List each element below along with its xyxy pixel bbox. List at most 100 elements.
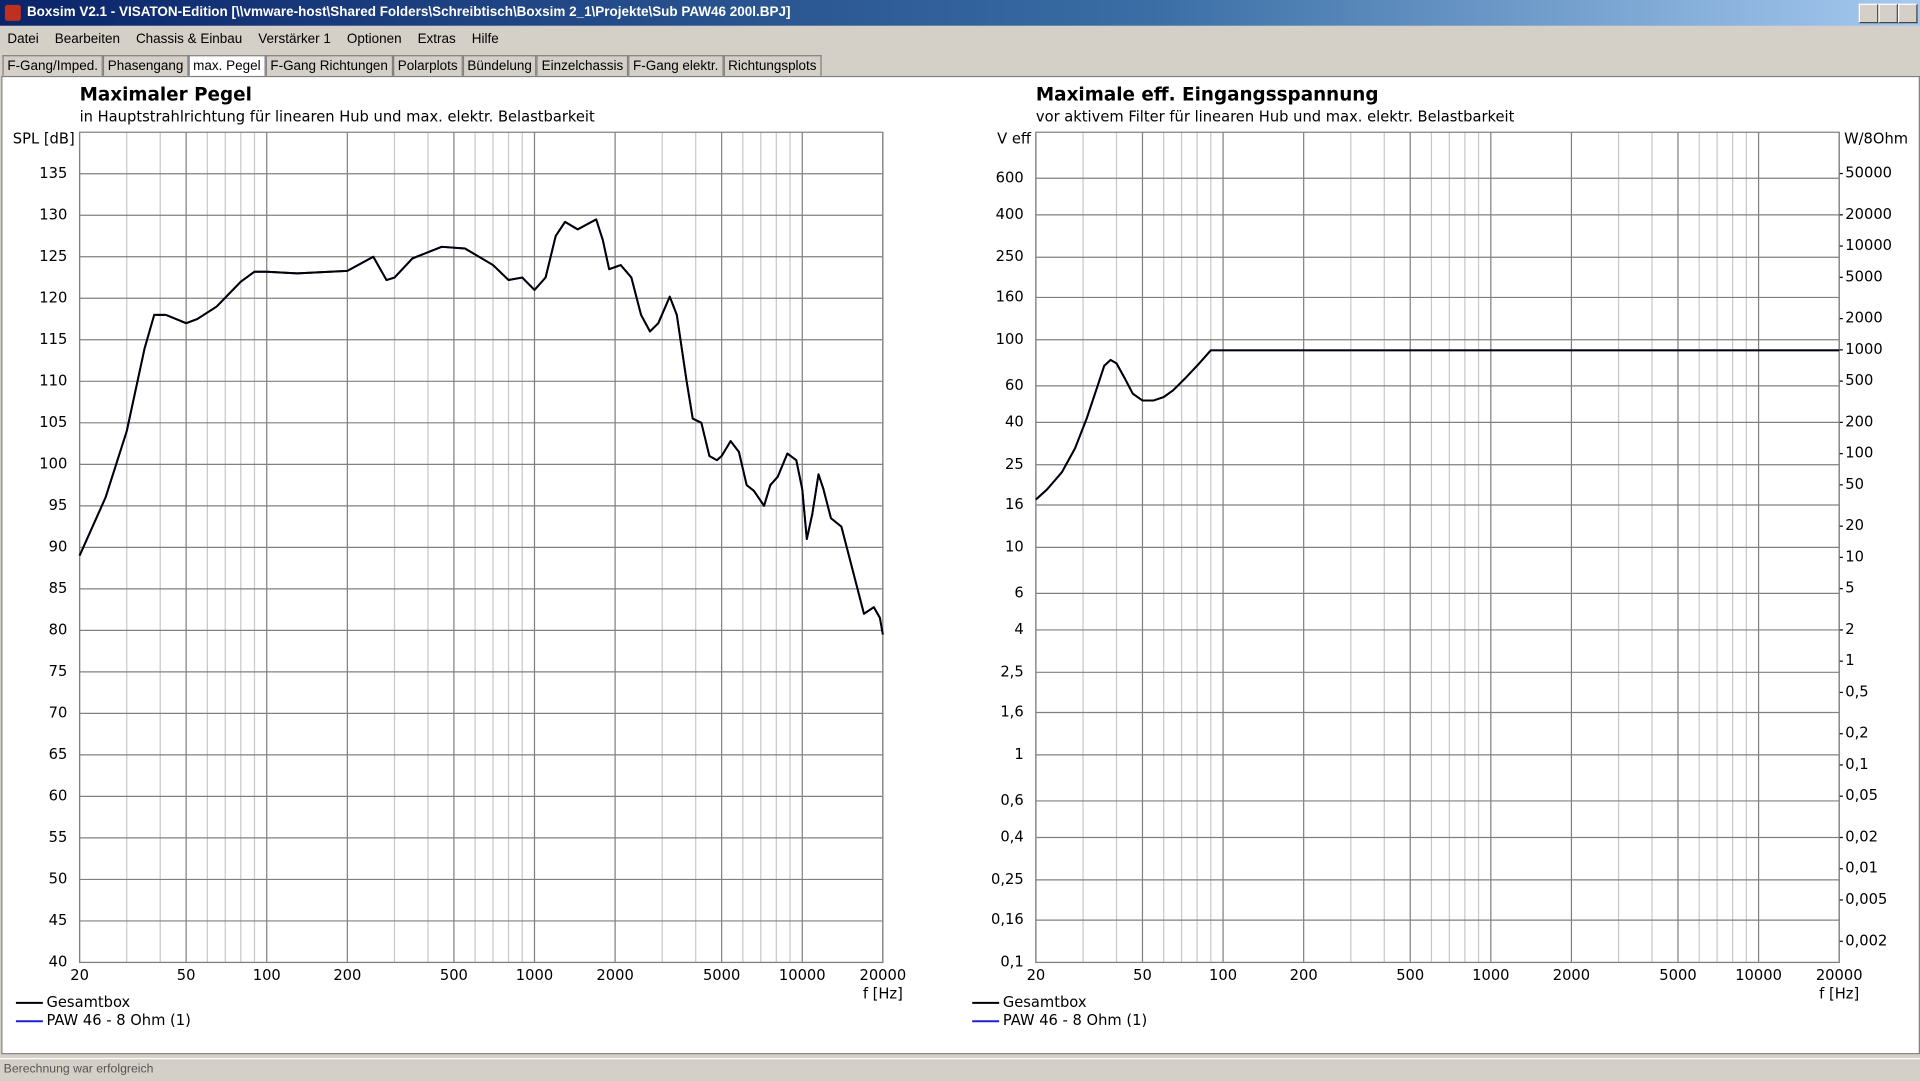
menu-item[interactable]: Bearbeiten <box>54 31 120 47</box>
y-tick-label: 600 <box>996 169 1024 186</box>
tab[interactable]: Phasengang <box>102 55 189 76</box>
close-button[interactable] <box>1897 3 1918 24</box>
y2-tick-label: 0,1 <box>1845 756 1868 773</box>
y2-tick-label: 0,002 <box>1845 932 1887 949</box>
y2-tick-label: 50 <box>1845 476 1864 493</box>
window-title: Boxsim V2.1 - VISATON-Edition [\\vmware-… <box>26 4 791 20</box>
x-tick-label: 500 <box>440 967 468 984</box>
y-tick-label: 0,4 <box>1000 828 1023 845</box>
y2-axis-label: W/8Ohm <box>1844 131 1908 148</box>
y2-tick-label: 500 <box>1845 372 1873 389</box>
x-tick-label: 20000 <box>859 967 906 984</box>
tab[interactable]: max. Pegel <box>188 55 266 76</box>
tab[interactable]: F-Gang/Imped. <box>2 55 103 76</box>
y-tick-label: 0,25 <box>991 871 1024 888</box>
y2-tick-label: 20000 <box>1845 206 1892 223</box>
y-tick-label: 65 <box>49 746 68 763</box>
y2-tick-label: 5 <box>1845 580 1854 597</box>
y2-tick-label: 5000 <box>1845 268 1882 285</box>
y2-tick-label: 10000 <box>1845 237 1892 254</box>
menu-item[interactable]: Hilfe <box>471 31 499 47</box>
y-tick-label: 75 <box>49 663 68 680</box>
y-tick-label: 135 <box>39 165 67 182</box>
series-line <box>1035 349 1840 501</box>
menu-item[interactable]: Datei <box>7 31 39 47</box>
y-tick-label: 120 <box>39 289 67 306</box>
x-tick-label: 5000 <box>703 967 740 984</box>
y-tick-label: 50 <box>49 870 68 887</box>
menu-item[interactable]: Extras <box>417 31 456 47</box>
y2-tick-label: 0,2 <box>1845 725 1868 742</box>
x-tick-label: 100 <box>253 967 281 984</box>
tab[interactable]: Richtungsplots <box>723 55 822 76</box>
tab[interactable]: Einzelchassis <box>536 55 629 76</box>
x-tick-label: 1000 <box>516 967 553 984</box>
x-tick-label: 50 <box>177 967 196 984</box>
x-tick-label: 50 <box>1133 967 1152 984</box>
minimize-button[interactable] <box>1858 3 1879 24</box>
y2-tick-label: 0,05 <box>1845 787 1878 804</box>
tab[interactable]: Polarplots <box>392 55 463 76</box>
y-axis-label: SPL [dB] <box>13 131 75 148</box>
menu-item[interactable]: Chassis & Einbau <box>135 31 243 47</box>
series-line <box>78 218 884 635</box>
y-tick-label: 130 <box>39 206 67 223</box>
x-tick-label: 10000 <box>779 967 826 984</box>
x-tick-label: 20 <box>70 967 89 984</box>
plot-frame <box>78 131 884 964</box>
x-tick-label: 500 <box>1396 967 1424 984</box>
y-tick-label: 40 <box>1005 413 1024 430</box>
x-tick-label: 200 <box>333 967 361 984</box>
y-tick-label: 100 <box>996 331 1024 348</box>
menu-item[interactable]: Verstärker 1 <box>258 31 331 47</box>
tab[interactable]: Bündelung <box>462 55 537 76</box>
y-tick-label: 1 <box>1014 746 1023 763</box>
y-tick-label: 80 <box>49 621 68 638</box>
title-bar: Boxsim V2.1 - VISATON-Edition [\\vmware-… <box>0 0 1920 26</box>
x-tick-label: 200 <box>1290 967 1318 984</box>
y2-tick-label: 0,02 <box>1845 828 1878 845</box>
status-bar: Berechnung war erfolgreich <box>0 1057 1920 1081</box>
chart-title: Maximale eff. Eingangsspannung <box>1036 85 1379 106</box>
y-tick-label: 85 <box>49 580 68 597</box>
chart-title: Maximaler Pegel <box>80 85 252 106</box>
maximize-button[interactable] <box>1878 3 1898 24</box>
y-tick-label: 60 <box>49 787 68 804</box>
y-tick-label: 10 <box>1005 538 1024 555</box>
chart-subtitle: vor aktivem Filter für linearen Hub und … <box>1036 109 1515 126</box>
y2-tick-label: 200 <box>1845 413 1873 430</box>
tab[interactable]: F-Gang elektr. <box>628 55 724 76</box>
series-line <box>78 218 884 635</box>
y2-tick-label: 20 <box>1845 517 1864 534</box>
legend-label: PAW 46 - 8 Ohm (1) <box>1003 1012 1147 1029</box>
y-tick-label: 16 <box>1005 496 1024 513</box>
legend-label: Gesamtbox <box>47 994 131 1011</box>
y-tick-label: 70 <box>49 704 68 721</box>
series-line <box>1035 349 1840 501</box>
x-tick-label: 20000 <box>1816 967 1863 984</box>
y-tick-label: 100 <box>39 455 67 472</box>
y2-tick-label: 0,5 <box>1845 683 1868 700</box>
status-text: Berechnung war erfolgreich <box>3 1062 154 1077</box>
x-tick-label: 1000 <box>1472 967 1509 984</box>
menu-item[interactable]: Optionen <box>346 31 402 47</box>
y-tick-label: 45 <box>49 912 68 929</box>
x-tick-label: 2000 <box>1553 967 1590 984</box>
plot-frame <box>1035 131 1840 964</box>
y-tick-label: 60 <box>1005 377 1024 394</box>
x-axis-label: f [Hz] <box>863 985 903 1002</box>
x-tick-label: 10000 <box>1735 967 1782 984</box>
tab[interactable]: F-Gang Richtungen <box>265 55 393 76</box>
legend-label: PAW 46 - 8 Ohm (1) <box>47 1012 191 1029</box>
y-tick-label: 25 <box>1005 456 1024 473</box>
y-tick-label: 95 <box>49 497 68 514</box>
y-tick-label: 125 <box>39 248 67 265</box>
x-tick-label: 2000 <box>596 967 633 984</box>
y-tick-label: 6 <box>1014 584 1023 601</box>
y-tick-label: 0,16 <box>991 911 1024 928</box>
y-tick-label: 115 <box>39 331 67 348</box>
y2-tick-label: 100 <box>1845 445 1873 462</box>
y-tick-label: 160 <box>996 288 1024 305</box>
